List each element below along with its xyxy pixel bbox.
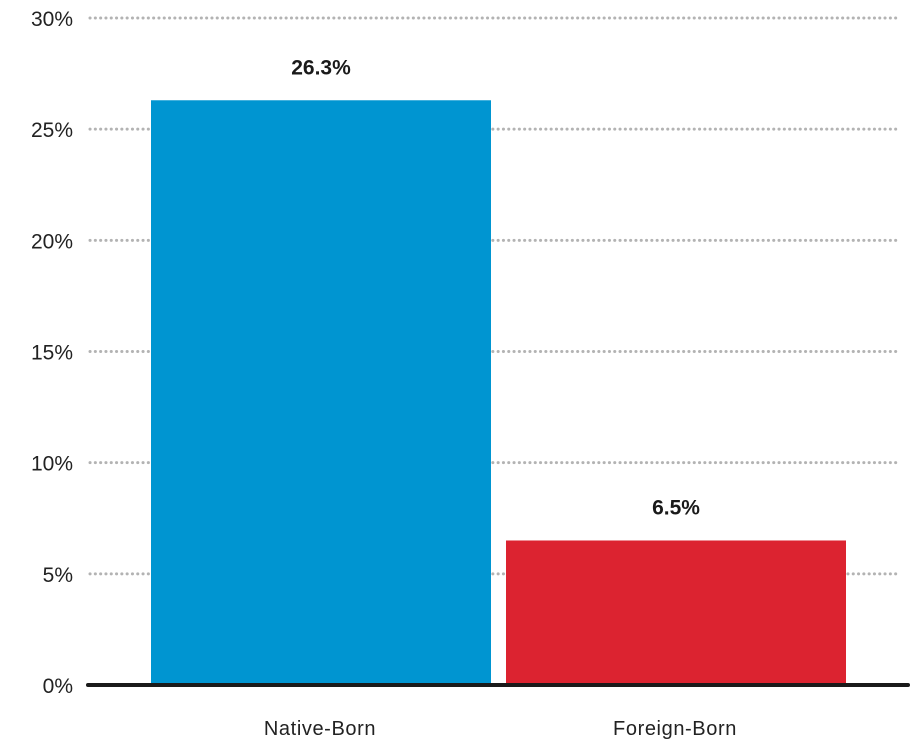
y-tick-label: 20% xyxy=(31,230,73,253)
x-axis-categories: Native-Born Foreign-Born xyxy=(264,718,737,740)
bar-native-born xyxy=(151,100,491,686)
bar-foreign-born xyxy=(506,540,846,685)
data-labels: 26.3% 6.5% xyxy=(291,56,700,519)
y-axis-ticks: 0% 5% 10% 15% 20% 25% 30% xyxy=(31,8,73,698)
y-tick-label: 0% xyxy=(43,675,73,698)
y-tick-label: 5% xyxy=(43,564,73,587)
y-tick-label: 15% xyxy=(31,342,73,365)
y-tick-label: 10% xyxy=(31,453,73,476)
bars xyxy=(151,100,846,686)
data-label: 26.3% xyxy=(291,56,351,79)
y-tick-label: 25% xyxy=(31,119,73,142)
x-category-label: Native-Born xyxy=(264,718,376,740)
data-label: 6.5% xyxy=(652,496,700,519)
y-tick-label: 30% xyxy=(31,8,73,31)
x-category-label: Foreign-Born xyxy=(613,718,737,740)
